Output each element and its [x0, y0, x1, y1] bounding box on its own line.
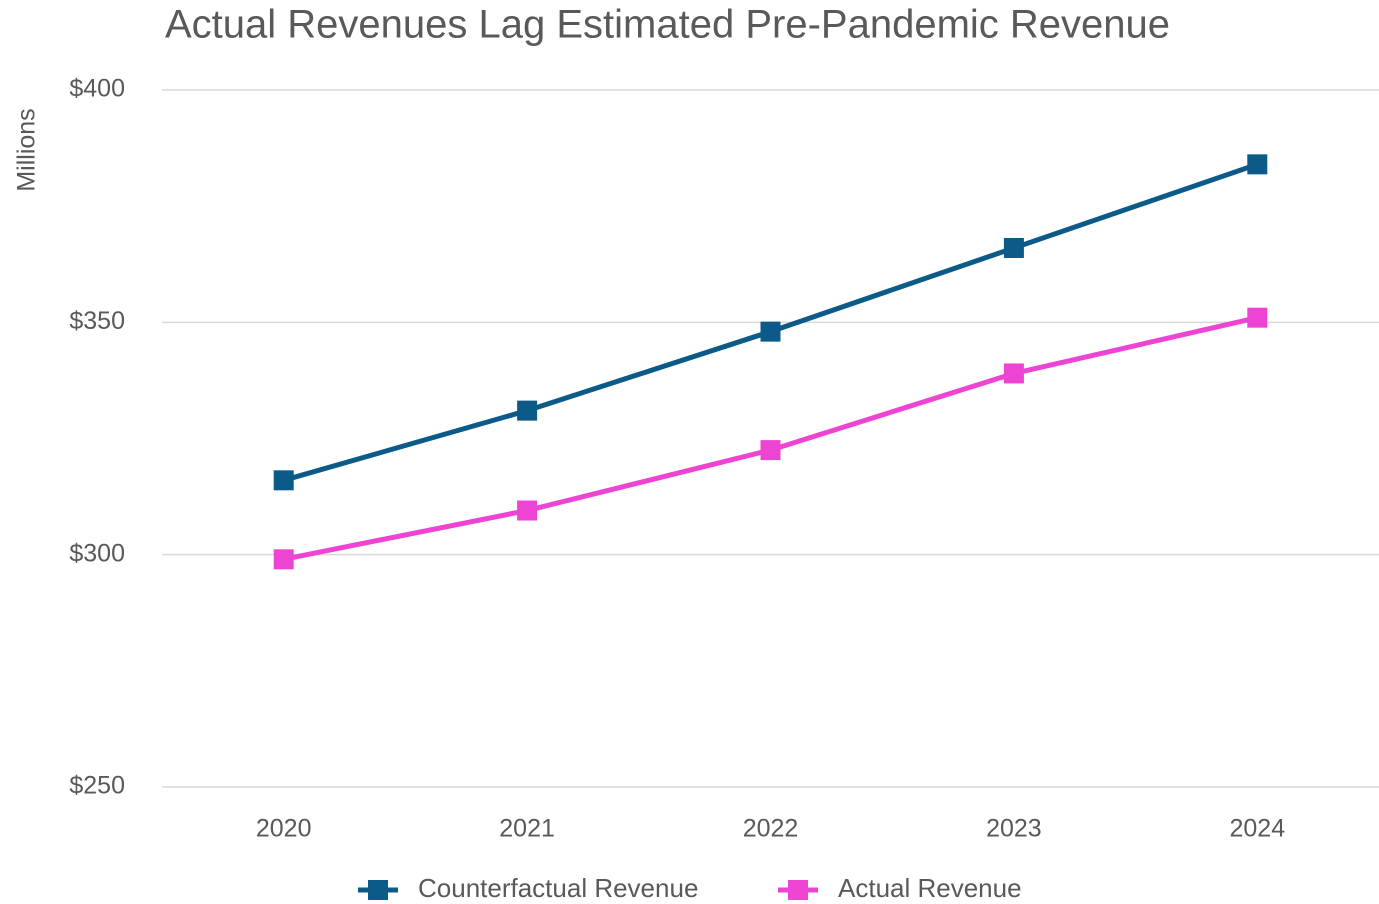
x-tick-label: 2022 [743, 815, 799, 843]
marker [517, 400, 538, 421]
legend-label: Actual Revenue [838, 873, 1022, 903]
legend-marker [788, 880, 808, 900]
y-tick-label: $250 [69, 772, 125, 800]
chart-title: Actual Revenues Lag Estimated Pre-Pandem… [165, 3, 1170, 47]
marker [273, 470, 294, 491]
marker [517, 500, 538, 521]
marker [760, 440, 781, 461]
marker [1003, 237, 1024, 258]
marker [1247, 154, 1268, 175]
y-tick-label: $350 [69, 307, 125, 335]
legend-label: Counterfactual Revenue [418, 873, 698, 903]
x-tick-label: 2023 [986, 815, 1042, 843]
marker [760, 321, 781, 342]
x-tick-label: 2024 [1229, 815, 1285, 843]
marker [1247, 307, 1268, 328]
y-tick-label: $400 [69, 75, 125, 103]
marker [273, 549, 294, 570]
y-axis-label: Millions [13, 108, 41, 191]
x-tick-label: 2020 [256, 815, 312, 843]
marker [1003, 363, 1024, 384]
y-tick-label: $300 [69, 539, 125, 567]
legend-marker [368, 880, 388, 900]
x-tick-label: 2021 [499, 815, 555, 843]
